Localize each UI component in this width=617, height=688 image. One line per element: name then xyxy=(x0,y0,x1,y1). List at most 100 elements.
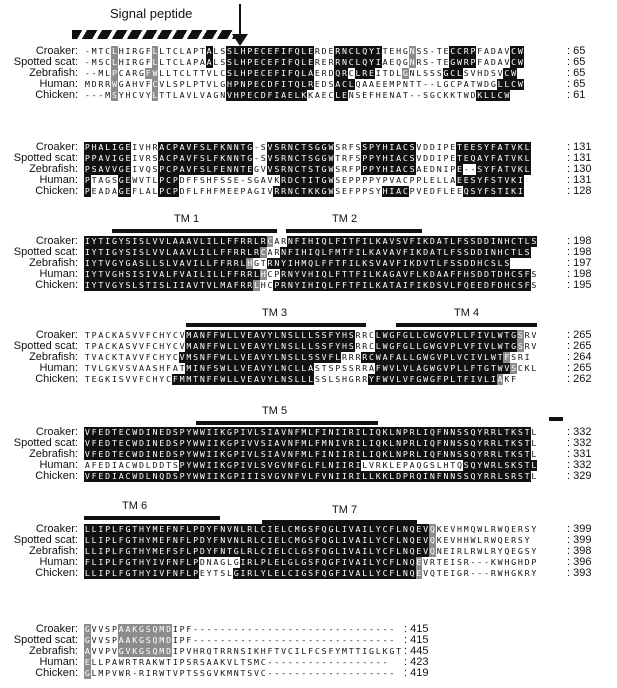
residue: E xyxy=(253,46,260,57)
residue: G xyxy=(401,341,409,352)
residue: - xyxy=(301,635,307,645)
residue: C xyxy=(267,280,273,290)
residue: L xyxy=(435,258,443,269)
residue: V xyxy=(300,471,308,482)
residue: W xyxy=(199,427,206,438)
residue: K xyxy=(131,624,139,635)
residue: A xyxy=(334,79,342,90)
residue: L xyxy=(246,247,254,258)
residue: L xyxy=(368,236,375,247)
residue: S xyxy=(152,363,158,373)
residue: I xyxy=(280,57,287,68)
residue: C xyxy=(105,57,111,67)
residue: V xyxy=(185,258,193,269)
residue: I xyxy=(84,247,91,258)
residue: L xyxy=(320,460,328,471)
residue: V xyxy=(462,341,470,352)
residue: M xyxy=(300,449,308,460)
residue: W xyxy=(131,438,139,449)
residue: I xyxy=(388,142,396,153)
residue: G xyxy=(369,646,375,656)
residue: S xyxy=(226,175,232,185)
residue: A xyxy=(125,352,131,362)
residue: F xyxy=(456,236,463,247)
residue: F xyxy=(199,186,205,196)
residue: N xyxy=(286,460,294,471)
residue: C xyxy=(456,46,463,57)
residue: S xyxy=(335,186,341,196)
residue: Y xyxy=(185,438,193,449)
residue: D xyxy=(423,153,429,163)
residue: F xyxy=(334,557,342,568)
residue: F xyxy=(314,568,321,579)
residue: V xyxy=(185,153,193,164)
residue: G xyxy=(320,164,328,175)
residue: G xyxy=(402,46,408,56)
residue: Q xyxy=(145,164,151,174)
residue: G xyxy=(401,68,409,79)
residue: S xyxy=(462,427,470,438)
residue: I xyxy=(104,236,112,247)
residue: V xyxy=(151,236,159,247)
residue: A xyxy=(213,557,219,567)
residue: C xyxy=(347,57,355,68)
residue: S xyxy=(138,258,145,269)
residue: G xyxy=(117,186,125,197)
residue: F xyxy=(388,557,396,568)
residue: A xyxy=(442,269,450,280)
residue: C xyxy=(172,330,178,340)
residue: L xyxy=(266,557,274,568)
residue: I xyxy=(341,236,348,247)
residue: I xyxy=(300,236,308,247)
residue: P xyxy=(84,186,91,197)
residue: S xyxy=(152,153,158,163)
residue: P xyxy=(232,427,240,438)
residue: F xyxy=(293,460,301,471)
residue: L xyxy=(91,657,97,667)
residue: V xyxy=(369,460,375,470)
residue: F xyxy=(212,258,220,269)
residue: C xyxy=(293,164,301,175)
residue: I xyxy=(408,247,416,258)
residue: W xyxy=(496,363,504,374)
residue: R xyxy=(98,79,104,89)
residue: S xyxy=(307,546,315,557)
residue: H xyxy=(117,269,125,280)
residue: H xyxy=(152,374,158,384)
residue: L xyxy=(496,438,504,449)
residue: I xyxy=(320,427,328,438)
residue: C xyxy=(314,646,320,656)
residue: S xyxy=(273,142,281,153)
residue: F xyxy=(456,280,463,291)
species-name: Spotted scat: xyxy=(13,534,78,546)
residue: K xyxy=(381,471,389,482)
residue: K xyxy=(422,269,430,280)
residue: P xyxy=(246,68,254,79)
residue: N xyxy=(401,546,409,557)
residue: D xyxy=(422,247,430,258)
residue: P xyxy=(274,269,280,279)
residue: R xyxy=(463,568,469,578)
residue: C xyxy=(259,68,267,79)
residue: L xyxy=(145,460,151,470)
residue: A xyxy=(354,546,362,557)
residue: D xyxy=(321,46,327,56)
residue: W xyxy=(131,449,139,460)
residue: F xyxy=(192,164,200,175)
residue: V xyxy=(510,164,517,175)
residue: S xyxy=(212,363,220,374)
residue: A xyxy=(395,352,402,363)
residue: I xyxy=(253,471,260,482)
residue: F xyxy=(489,164,497,175)
residue: I xyxy=(294,646,300,656)
residue: S xyxy=(355,90,361,100)
residue: P xyxy=(401,438,409,449)
residue: G xyxy=(327,546,335,557)
residue: Q xyxy=(314,247,321,258)
residue: S xyxy=(429,460,435,470)
residue: Y xyxy=(166,341,172,351)
residue: T xyxy=(166,57,172,67)
